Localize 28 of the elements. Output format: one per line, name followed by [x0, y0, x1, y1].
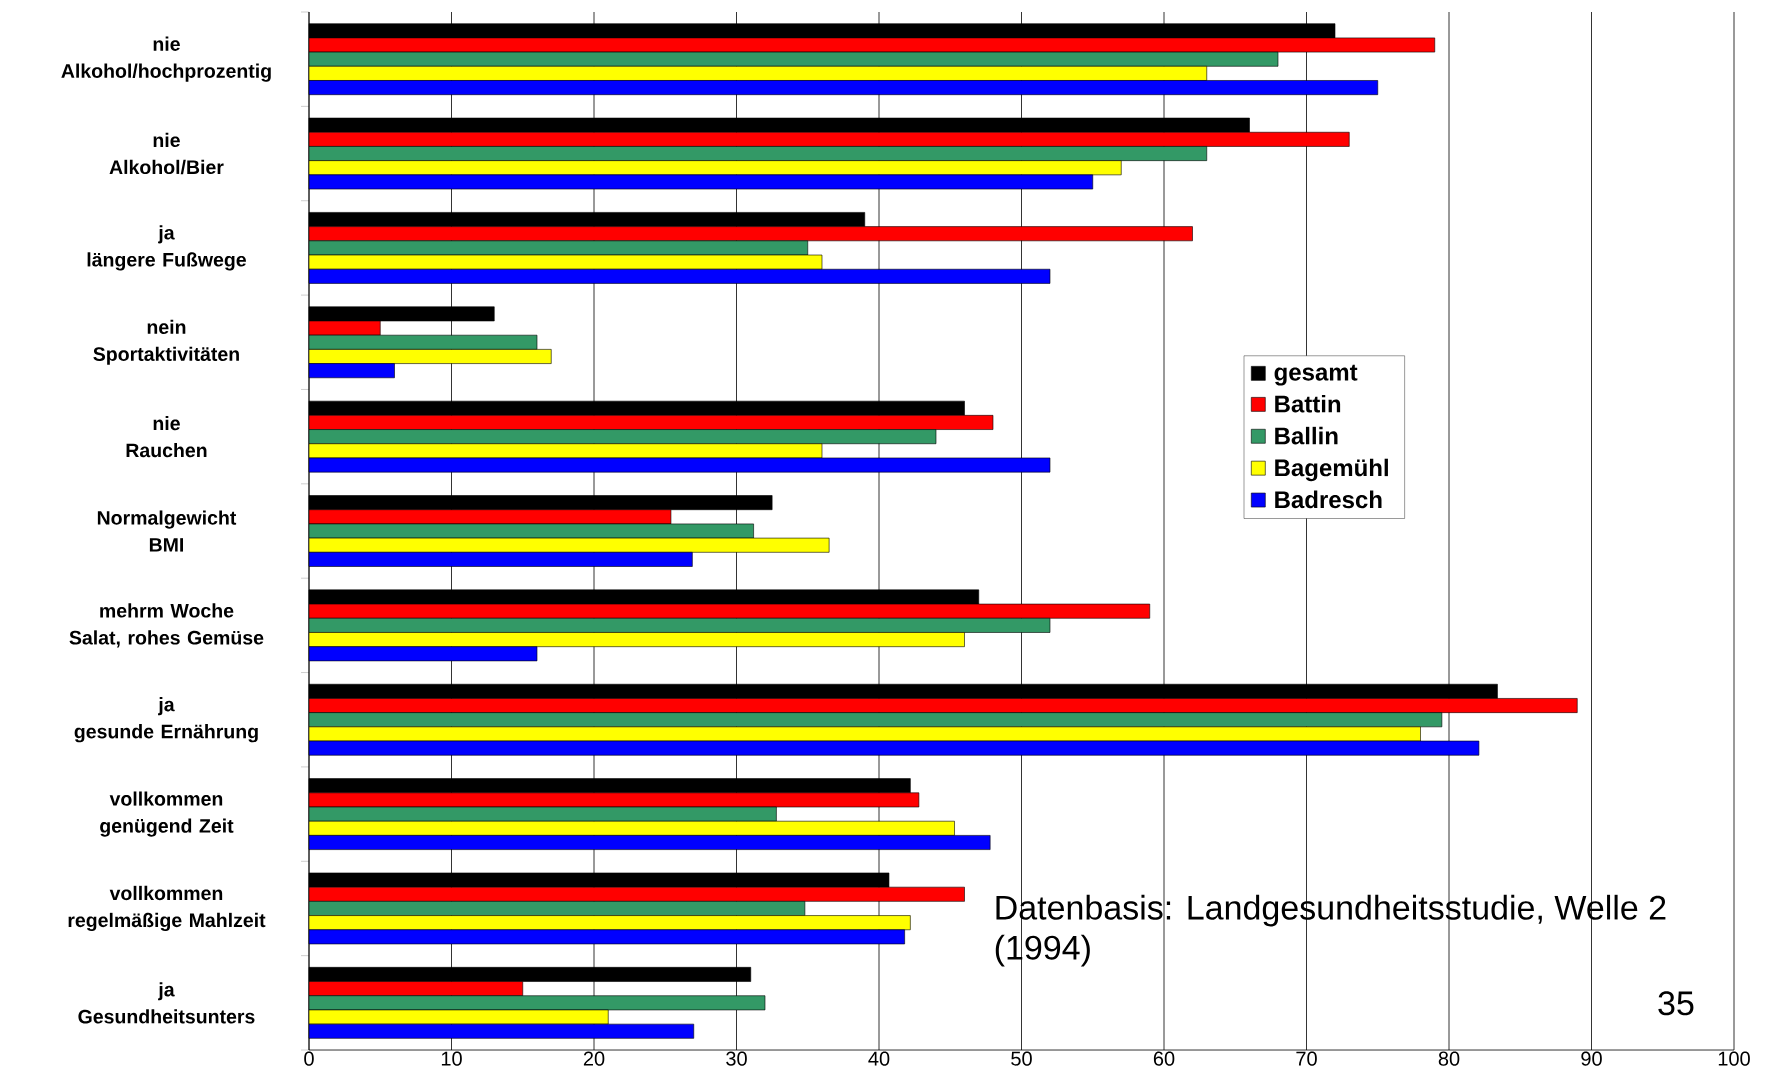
- y-tick-label: ja längere Fußwege: [87, 225, 246, 271]
- x-tick-label: 100: [1718, 1051, 1750, 1066]
- y-tick-label: vollkommen regelmäßige Mahlzeit: [68, 885, 266, 932]
- y-tick-label: vollkommen genügend Zeit: [100, 791, 234, 837]
- x-tick-label: 60: [1153, 1051, 1175, 1066]
- y-tick-label: nein Sportaktivitäten: [93, 319, 239, 365]
- y-tick-label: Normalgewicht BMI: [97, 510, 237, 552]
- x-tick-label: 0: [304, 1051, 314, 1066]
- y-tick-label: nie Rauchen: [126, 415, 207, 458]
- x-tick-label: 50: [1011, 1051, 1032, 1066]
- y-tick-label: mehrm Woche Salat, rohes Gemüse: [69, 603, 264, 648]
- y-tick-label: ja Gesundheitsunters: [78, 982, 255, 1024]
- x-tick-label: 20: [583, 1051, 605, 1066]
- x-tick-label: 80: [1438, 1051, 1460, 1066]
- y-tick-label: nie Alkohol/hochprozentig: [61, 36, 271, 82]
- legend-label: Bagemühl: [1275, 458, 1388, 482]
- y-tick-label: ja gesunde Ernährung: [74, 697, 258, 743]
- legend-label: Battin: [1275, 394, 1341, 413]
- x-tick-label: 70: [1296, 1051, 1317, 1066]
- legend-label: gesamt: [1274, 364, 1358, 386]
- x-tick-label: 30: [726, 1051, 747, 1066]
- annotation: 35: [1658, 991, 1694, 1016]
- legend-label: Ballin: [1275, 426, 1338, 445]
- x-tick-label: 40: [868, 1051, 890, 1066]
- x-tick-label: 90: [1581, 1051, 1602, 1066]
- x-tick-label: 10: [441, 1051, 462, 1066]
- legend-label: Badresch: [1275, 490, 1382, 509]
- y-tick-label: nie Alkohol/Bier: [109, 132, 224, 175]
